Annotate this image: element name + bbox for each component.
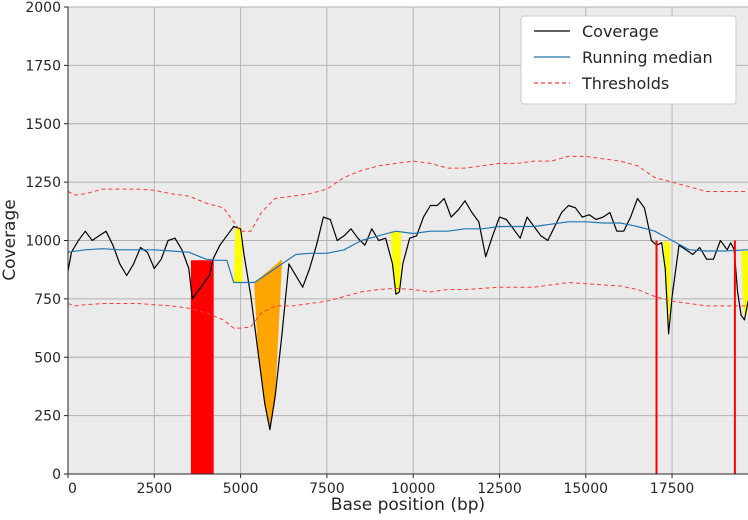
highlight-region xyxy=(254,259,282,430)
x-tick-label: 7500 xyxy=(309,481,345,497)
x-tick-label: 17500 xyxy=(650,481,695,497)
x-tick-label: 2500 xyxy=(136,481,172,497)
legend-label-thresholds: Thresholds xyxy=(581,74,669,93)
legend-box xyxy=(520,15,737,105)
y-tick-label: 1250 xyxy=(25,175,61,191)
axes: 0 2500 5000 7500 10000 12500 15000 17500 0 250 500… xyxy=(25,0,748,497)
x-tick-label: 15000 xyxy=(563,481,608,497)
highlight-region xyxy=(390,231,402,295)
coverage-line xyxy=(67,197,748,431)
marker-lines xyxy=(655,240,736,474)
y-axis-title: Coverage xyxy=(0,199,20,280)
highlight-region xyxy=(741,251,748,320)
y-tick-label: 750 xyxy=(34,292,61,308)
y-tick-label: 1000 xyxy=(25,234,61,250)
x-tick-label: 5000 xyxy=(223,481,259,497)
x-tick-label: 12500 xyxy=(477,481,522,497)
y-tick-label: 250 xyxy=(34,409,61,425)
threshold-lower-line xyxy=(67,282,748,329)
highlight-region xyxy=(190,260,214,474)
x-tick-label: 0 xyxy=(68,481,77,497)
legend-label-running-median: Running median xyxy=(582,48,713,67)
y-tick-label: 1500 xyxy=(25,117,61,133)
y-tick-label: 2000 xyxy=(25,0,61,16)
running-median-line xyxy=(67,221,748,284)
y-tick-label: 500 xyxy=(34,350,61,366)
legend: Coverage Running median Thresholds xyxy=(520,15,737,105)
highlight-region xyxy=(233,226,243,283)
series-lines xyxy=(67,155,748,431)
x-tick-label: 10000 xyxy=(391,481,436,497)
thresholds-line xyxy=(67,155,748,232)
x-axis-title: Base position (bp) xyxy=(331,495,485,515)
legend-label-coverage: Coverage xyxy=(582,22,659,41)
y-tick-label: 1750 xyxy=(25,58,61,74)
y-tick-label: 0 xyxy=(52,467,61,483)
